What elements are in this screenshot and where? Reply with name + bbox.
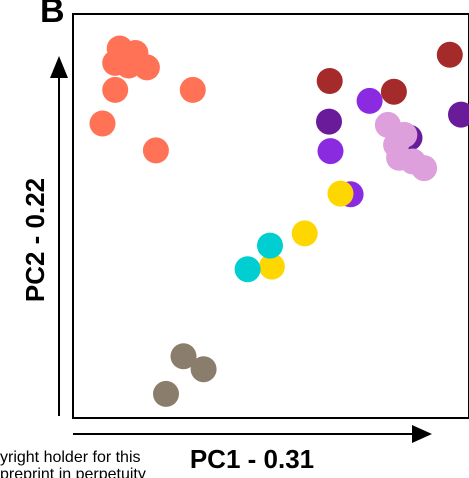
data-point-1-0 <box>316 68 343 94</box>
y-axis-label: PC2 - 0.22 <box>20 178 50 302</box>
overflow-text-line-2: preprint in perpetuity <box>0 466 146 478</box>
data-point-1-2 <box>436 41 463 68</box>
overflow-text-line-1: yright holder for this <box>0 449 141 466</box>
data-point-1-1 <box>380 78 407 105</box>
data-point-5-2 <box>258 253 285 280</box>
data-point-7-1 <box>190 356 217 383</box>
data-point-7-0 <box>170 343 197 370</box>
data-point-2-0 <box>316 108 342 135</box>
data-point-6-1 <box>234 256 261 283</box>
x-axis-arrowhead <box>412 425 432 443</box>
x-axis-label: PC1 - 0.31 <box>190 444 314 474</box>
data-points <box>89 35 469 407</box>
data-point-4-5 <box>411 155 438 182</box>
data-point-6-0 <box>257 232 283 259</box>
data-point-0-7 <box>89 110 116 137</box>
data-point-3-0 <box>356 87 383 114</box>
data-point-3-1 <box>317 138 344 165</box>
data-point-2-2 <box>448 101 469 128</box>
data-point-0-6 <box>179 76 206 103</box>
y-axis-arrowhead <box>50 56 68 78</box>
plot-frame <box>72 13 469 419</box>
data-point-0-5 <box>102 76 129 103</box>
data-point-5-1 <box>291 220 318 247</box>
data-point-5-0 <box>327 180 354 207</box>
panel-label: B <box>40 0 65 30</box>
data-point-0-8 <box>142 137 169 164</box>
data-point-7-2 <box>153 380 179 407</box>
data-point-0-4 <box>133 54 160 81</box>
x-axis-label-backing <box>170 442 338 476</box>
